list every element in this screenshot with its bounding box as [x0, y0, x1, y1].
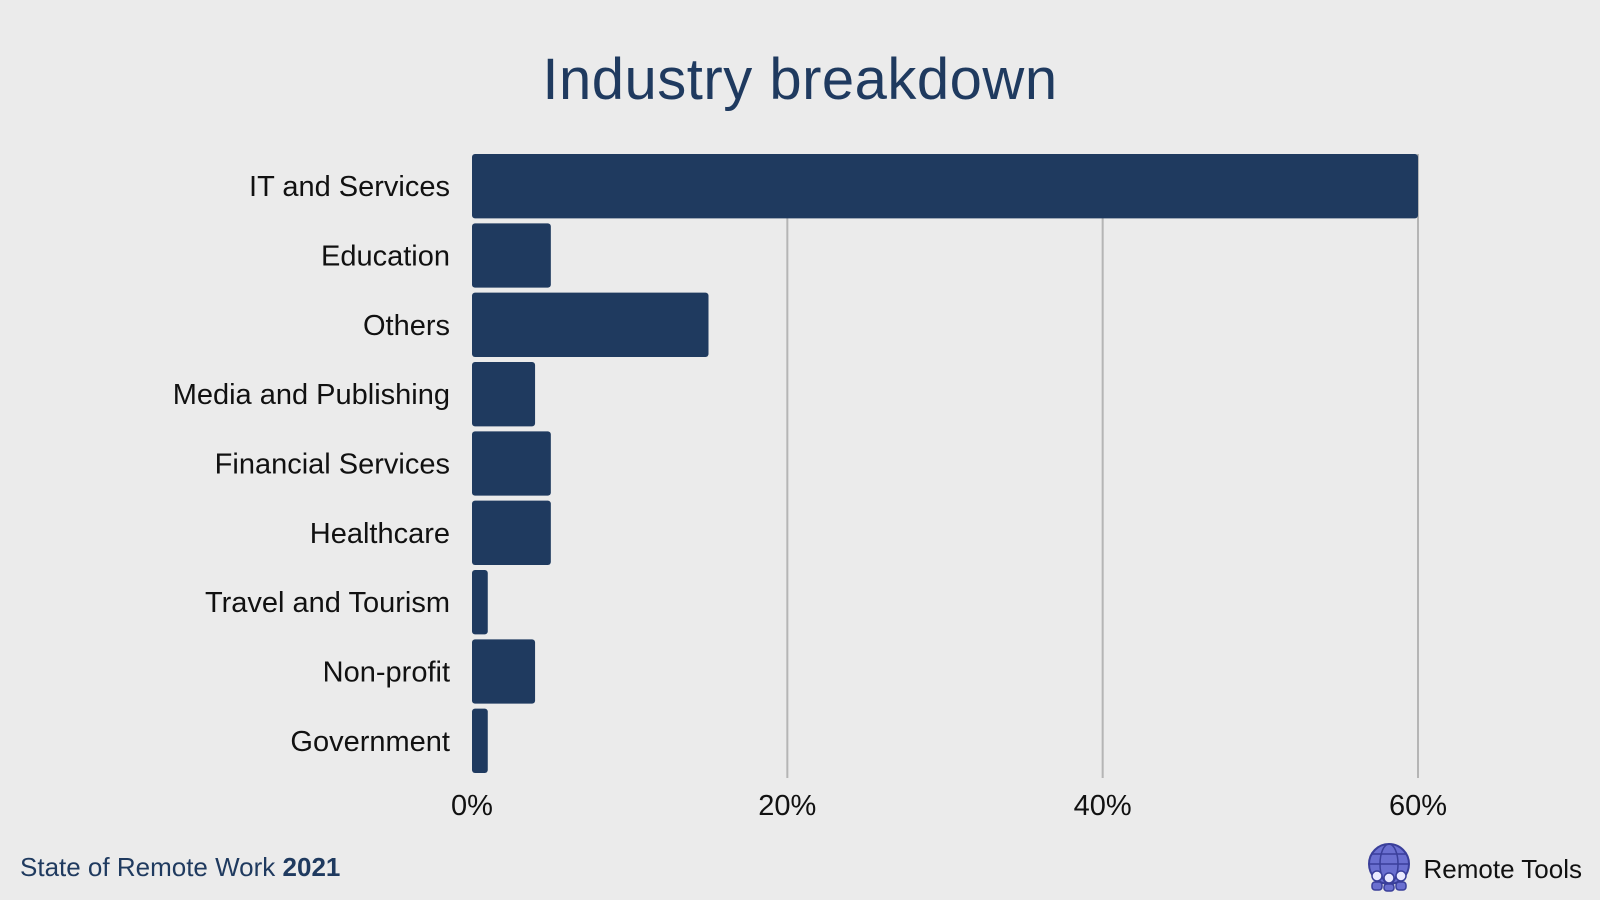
- bar-chart: IT and Services Education Others Media and …: [173, 154, 1447, 822]
- bar: [472, 570, 488, 635]
- report-label-text: State of Remote Work: [20, 852, 276, 882]
- globe-people-icon: [1364, 842, 1414, 897]
- category-label: Others: [363, 310, 450, 342]
- bar: [472, 223, 551, 288]
- brand-logo: Remote Tools: [1364, 842, 1583, 897]
- report-year: 2021: [282, 852, 341, 882]
- chart-title: Industry breakdown: [542, 47, 1058, 112]
- brand-name: Remote Tools: [1423, 854, 1583, 884]
- x-tick-label: 20%: [758, 790, 816, 822]
- category-labels: IT and Services Education Others Media and …: [173, 171, 450, 758]
- bar: [472, 500, 551, 565]
- x-axis-tick-labels: 0% 20% 40% 60%: [451, 790, 1447, 822]
- report-label: State of Remote Work 2021: [20, 852, 340, 883]
- bar: [472, 431, 551, 496]
- category-label: Financial Services: [215, 449, 450, 481]
- category-label: Travel and Tourism: [205, 587, 450, 619]
- category-label: Non-profit: [323, 657, 450, 689]
- x-tick-label: 40%: [1074, 790, 1132, 822]
- bar: [472, 639, 536, 704]
- bar: [472, 154, 1418, 219]
- category-label: Media and Publishing: [173, 379, 450, 411]
- bar: [472, 708, 488, 773]
- category-label: Government: [290, 726, 450, 758]
- bar: [472, 292, 709, 357]
- bar: [472, 362, 536, 427]
- category-label: Education: [321, 241, 450, 273]
- x-tick-label: 60%: [1389, 790, 1447, 822]
- category-label: Healthcare: [310, 518, 450, 550]
- bars: [472, 154, 1418, 773]
- category-label: IT and Services: [249, 171, 450, 203]
- grid-lines: [786, 154, 1419, 778]
- x-tick-label: 0%: [451, 790, 493, 822]
